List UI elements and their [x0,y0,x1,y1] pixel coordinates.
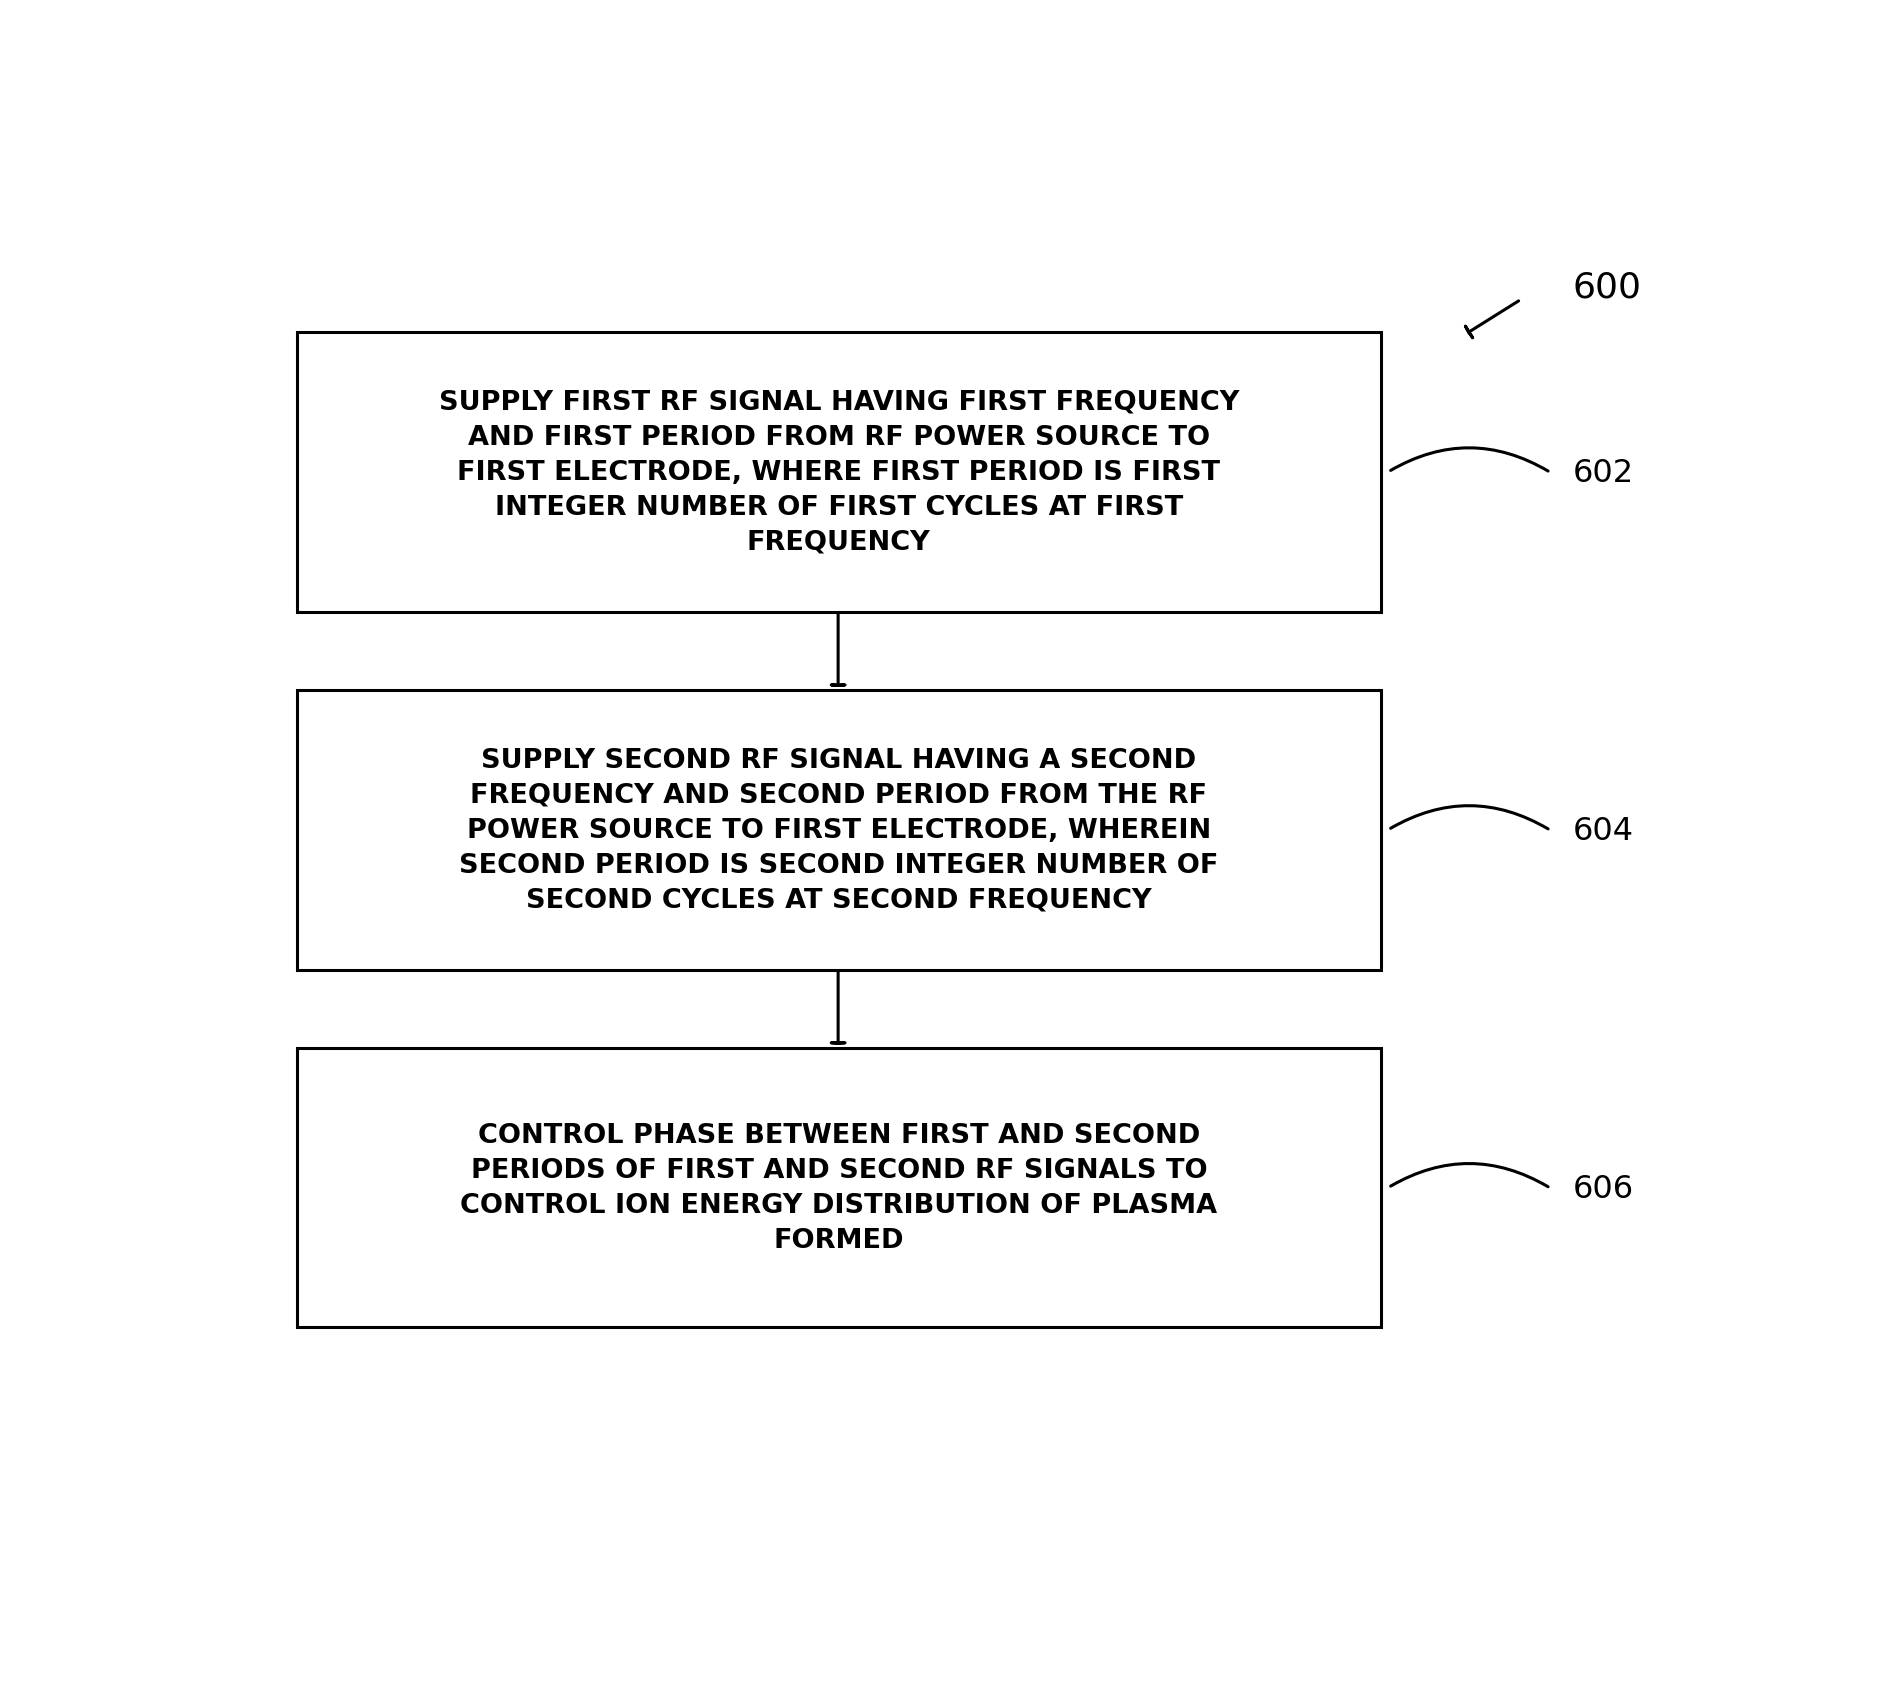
FancyBboxPatch shape [297,333,1382,613]
FancyBboxPatch shape [297,691,1382,969]
Text: 606: 606 [1572,1172,1633,1204]
FancyArrowPatch shape [1391,806,1547,829]
Text: 602: 602 [1572,458,1635,488]
Text: 600: 600 [1572,270,1642,304]
FancyBboxPatch shape [297,1047,1382,1328]
Text: 604: 604 [1572,816,1633,846]
Text: SUPPLY SECOND RF SIGNAL HAVING A SECOND
FREQUENCY AND SECOND PERIOD FROM THE RF
: SUPPLY SECOND RF SIGNAL HAVING A SECOND … [459,747,1218,914]
Text: SUPPLY FIRST RF SIGNAL HAVING FIRST FREQUENCY
AND FIRST PERIOD FROM RF POWER SOU: SUPPLY FIRST RF SIGNAL HAVING FIRST FREQ… [440,390,1239,556]
Text: CONTROL PHASE BETWEEN FIRST AND SECOND
PERIODS OF FIRST AND SECOND RF SIGNALS TO: CONTROL PHASE BETWEEN FIRST AND SECOND P… [461,1123,1218,1253]
FancyArrowPatch shape [1391,1164,1547,1187]
FancyArrowPatch shape [1391,449,1547,471]
